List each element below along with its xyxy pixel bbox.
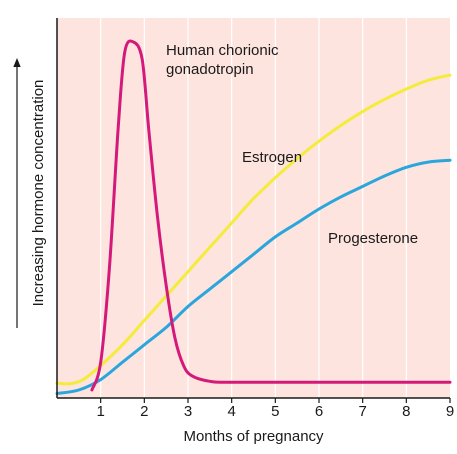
series-labels: Human chorionic gonadotropin Estrogen Proge… (166, 42, 418, 247)
estrogen-label: Estrogen (242, 149, 302, 166)
y-axis-arrow-icon (13, 58, 21, 328)
x-tick-label: 6 (315, 403, 323, 420)
x-tick-label: 4 (227, 403, 235, 420)
hcg-label: Human chorionic (166, 42, 279, 59)
x-axis-ticks: 1 2 3 4 5 6 7 8 9 (96, 398, 454, 420)
progesterone-label: Progesterone (328, 230, 418, 247)
progesterone-line (55, 158, 452, 395)
estrogen-line (55, 73, 452, 386)
x-tick-label: 8 (402, 403, 410, 420)
x-tick-label: 3 (184, 403, 192, 420)
x-tick-label: 9 (446, 403, 454, 420)
x-tick-label: 1 (96, 403, 104, 420)
series-lines (55, 39, 452, 395)
x-tick-label: 2 (140, 403, 148, 420)
x-tick-label: 5 (271, 403, 279, 420)
hcg-line (90, 39, 452, 392)
hcg-label: gonadotropin (166, 61, 254, 78)
y-axis-label: Increasing hormone concentration (30, 80, 47, 307)
x-axis-label: Months of pregnancy (183, 428, 324, 445)
x-tick-label: 7 (358, 403, 366, 420)
